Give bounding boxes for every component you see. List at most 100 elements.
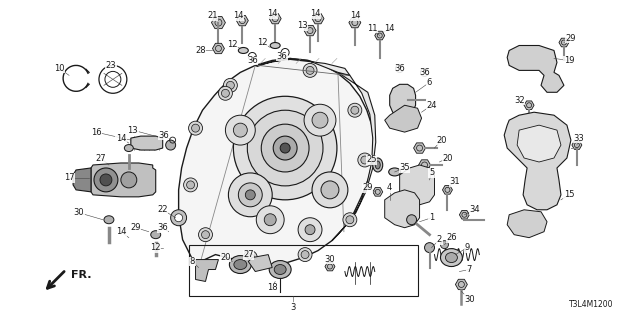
Text: 14: 14 xyxy=(349,11,360,20)
Circle shape xyxy=(306,67,314,74)
Text: 12: 12 xyxy=(150,243,161,252)
Text: 18: 18 xyxy=(267,283,278,292)
Circle shape xyxy=(351,106,359,114)
Text: 20: 20 xyxy=(436,136,447,145)
Text: 30: 30 xyxy=(74,208,84,217)
Text: 7: 7 xyxy=(467,265,472,274)
Text: 28: 28 xyxy=(195,46,206,55)
Text: 4: 4 xyxy=(387,183,392,192)
Polygon shape xyxy=(399,165,435,205)
Text: 30: 30 xyxy=(324,255,335,264)
Text: 29: 29 xyxy=(131,223,141,232)
Polygon shape xyxy=(507,210,547,238)
Text: 12: 12 xyxy=(227,40,237,49)
Polygon shape xyxy=(385,105,422,132)
Circle shape xyxy=(304,104,336,136)
Circle shape xyxy=(273,136,297,160)
Circle shape xyxy=(361,156,369,164)
Circle shape xyxy=(256,206,284,234)
Text: 11: 11 xyxy=(367,24,378,33)
Text: 14: 14 xyxy=(385,24,395,33)
Text: T3L4M1200: T3L4M1200 xyxy=(569,300,614,309)
Circle shape xyxy=(321,181,339,199)
Polygon shape xyxy=(91,163,156,197)
Text: 36: 36 xyxy=(419,68,430,77)
Polygon shape xyxy=(325,262,335,271)
Circle shape xyxy=(312,112,328,128)
Text: 20: 20 xyxy=(220,253,230,262)
Polygon shape xyxy=(304,25,316,36)
Text: 20: 20 xyxy=(442,154,452,163)
Text: 29: 29 xyxy=(362,183,373,192)
Circle shape xyxy=(245,190,255,200)
Circle shape xyxy=(234,123,247,137)
Text: 29: 29 xyxy=(566,34,576,43)
Text: 36: 36 xyxy=(394,64,405,73)
Polygon shape xyxy=(507,45,564,92)
Polygon shape xyxy=(372,188,383,196)
Circle shape xyxy=(238,183,262,207)
Circle shape xyxy=(303,63,317,77)
Polygon shape xyxy=(248,255,272,271)
Polygon shape xyxy=(385,190,420,228)
Text: 36: 36 xyxy=(157,223,168,232)
Circle shape xyxy=(298,218,322,242)
Polygon shape xyxy=(212,43,225,54)
Text: 21: 21 xyxy=(207,11,218,20)
Circle shape xyxy=(261,124,309,172)
Circle shape xyxy=(280,143,290,153)
Circle shape xyxy=(424,243,435,252)
Circle shape xyxy=(343,213,357,227)
Ellipse shape xyxy=(104,216,114,224)
Polygon shape xyxy=(390,84,415,116)
Text: 15: 15 xyxy=(564,190,574,199)
Text: 14: 14 xyxy=(310,9,320,18)
Circle shape xyxy=(264,214,276,226)
Text: 3: 3 xyxy=(291,303,296,312)
Circle shape xyxy=(189,121,202,135)
Circle shape xyxy=(218,86,232,100)
Polygon shape xyxy=(179,59,374,265)
Text: 24: 24 xyxy=(426,101,436,110)
Circle shape xyxy=(198,228,212,242)
Polygon shape xyxy=(504,112,571,210)
Circle shape xyxy=(246,253,254,261)
Circle shape xyxy=(187,181,195,189)
Circle shape xyxy=(100,174,112,186)
Circle shape xyxy=(166,140,175,150)
Text: 27: 27 xyxy=(95,154,106,163)
Circle shape xyxy=(243,251,257,265)
Text: 36: 36 xyxy=(158,131,169,140)
Text: 22: 22 xyxy=(157,205,168,214)
Ellipse shape xyxy=(151,231,161,239)
Text: 36: 36 xyxy=(276,52,287,61)
Circle shape xyxy=(301,251,309,259)
Circle shape xyxy=(223,78,237,92)
Ellipse shape xyxy=(388,168,401,176)
Text: 10: 10 xyxy=(54,64,65,73)
Polygon shape xyxy=(524,101,534,109)
Text: 2: 2 xyxy=(437,235,442,244)
Text: 34: 34 xyxy=(469,205,479,214)
Polygon shape xyxy=(460,211,469,219)
Ellipse shape xyxy=(124,145,133,152)
Polygon shape xyxy=(73,168,91,192)
Text: 9: 9 xyxy=(465,243,470,252)
Text: 14: 14 xyxy=(116,133,126,143)
Text: 16: 16 xyxy=(91,128,101,137)
Polygon shape xyxy=(419,160,431,170)
Circle shape xyxy=(234,96,337,200)
Circle shape xyxy=(202,231,209,239)
Text: 6: 6 xyxy=(427,78,432,87)
Polygon shape xyxy=(196,260,218,282)
Text: 36: 36 xyxy=(247,56,258,65)
Text: 14: 14 xyxy=(267,9,278,18)
Text: 25: 25 xyxy=(367,156,377,164)
Text: 1: 1 xyxy=(429,213,434,222)
Circle shape xyxy=(346,216,354,224)
Text: 30: 30 xyxy=(464,295,475,304)
Circle shape xyxy=(348,103,362,117)
Circle shape xyxy=(225,115,255,145)
Polygon shape xyxy=(332,72,376,241)
Text: 17: 17 xyxy=(64,173,74,182)
